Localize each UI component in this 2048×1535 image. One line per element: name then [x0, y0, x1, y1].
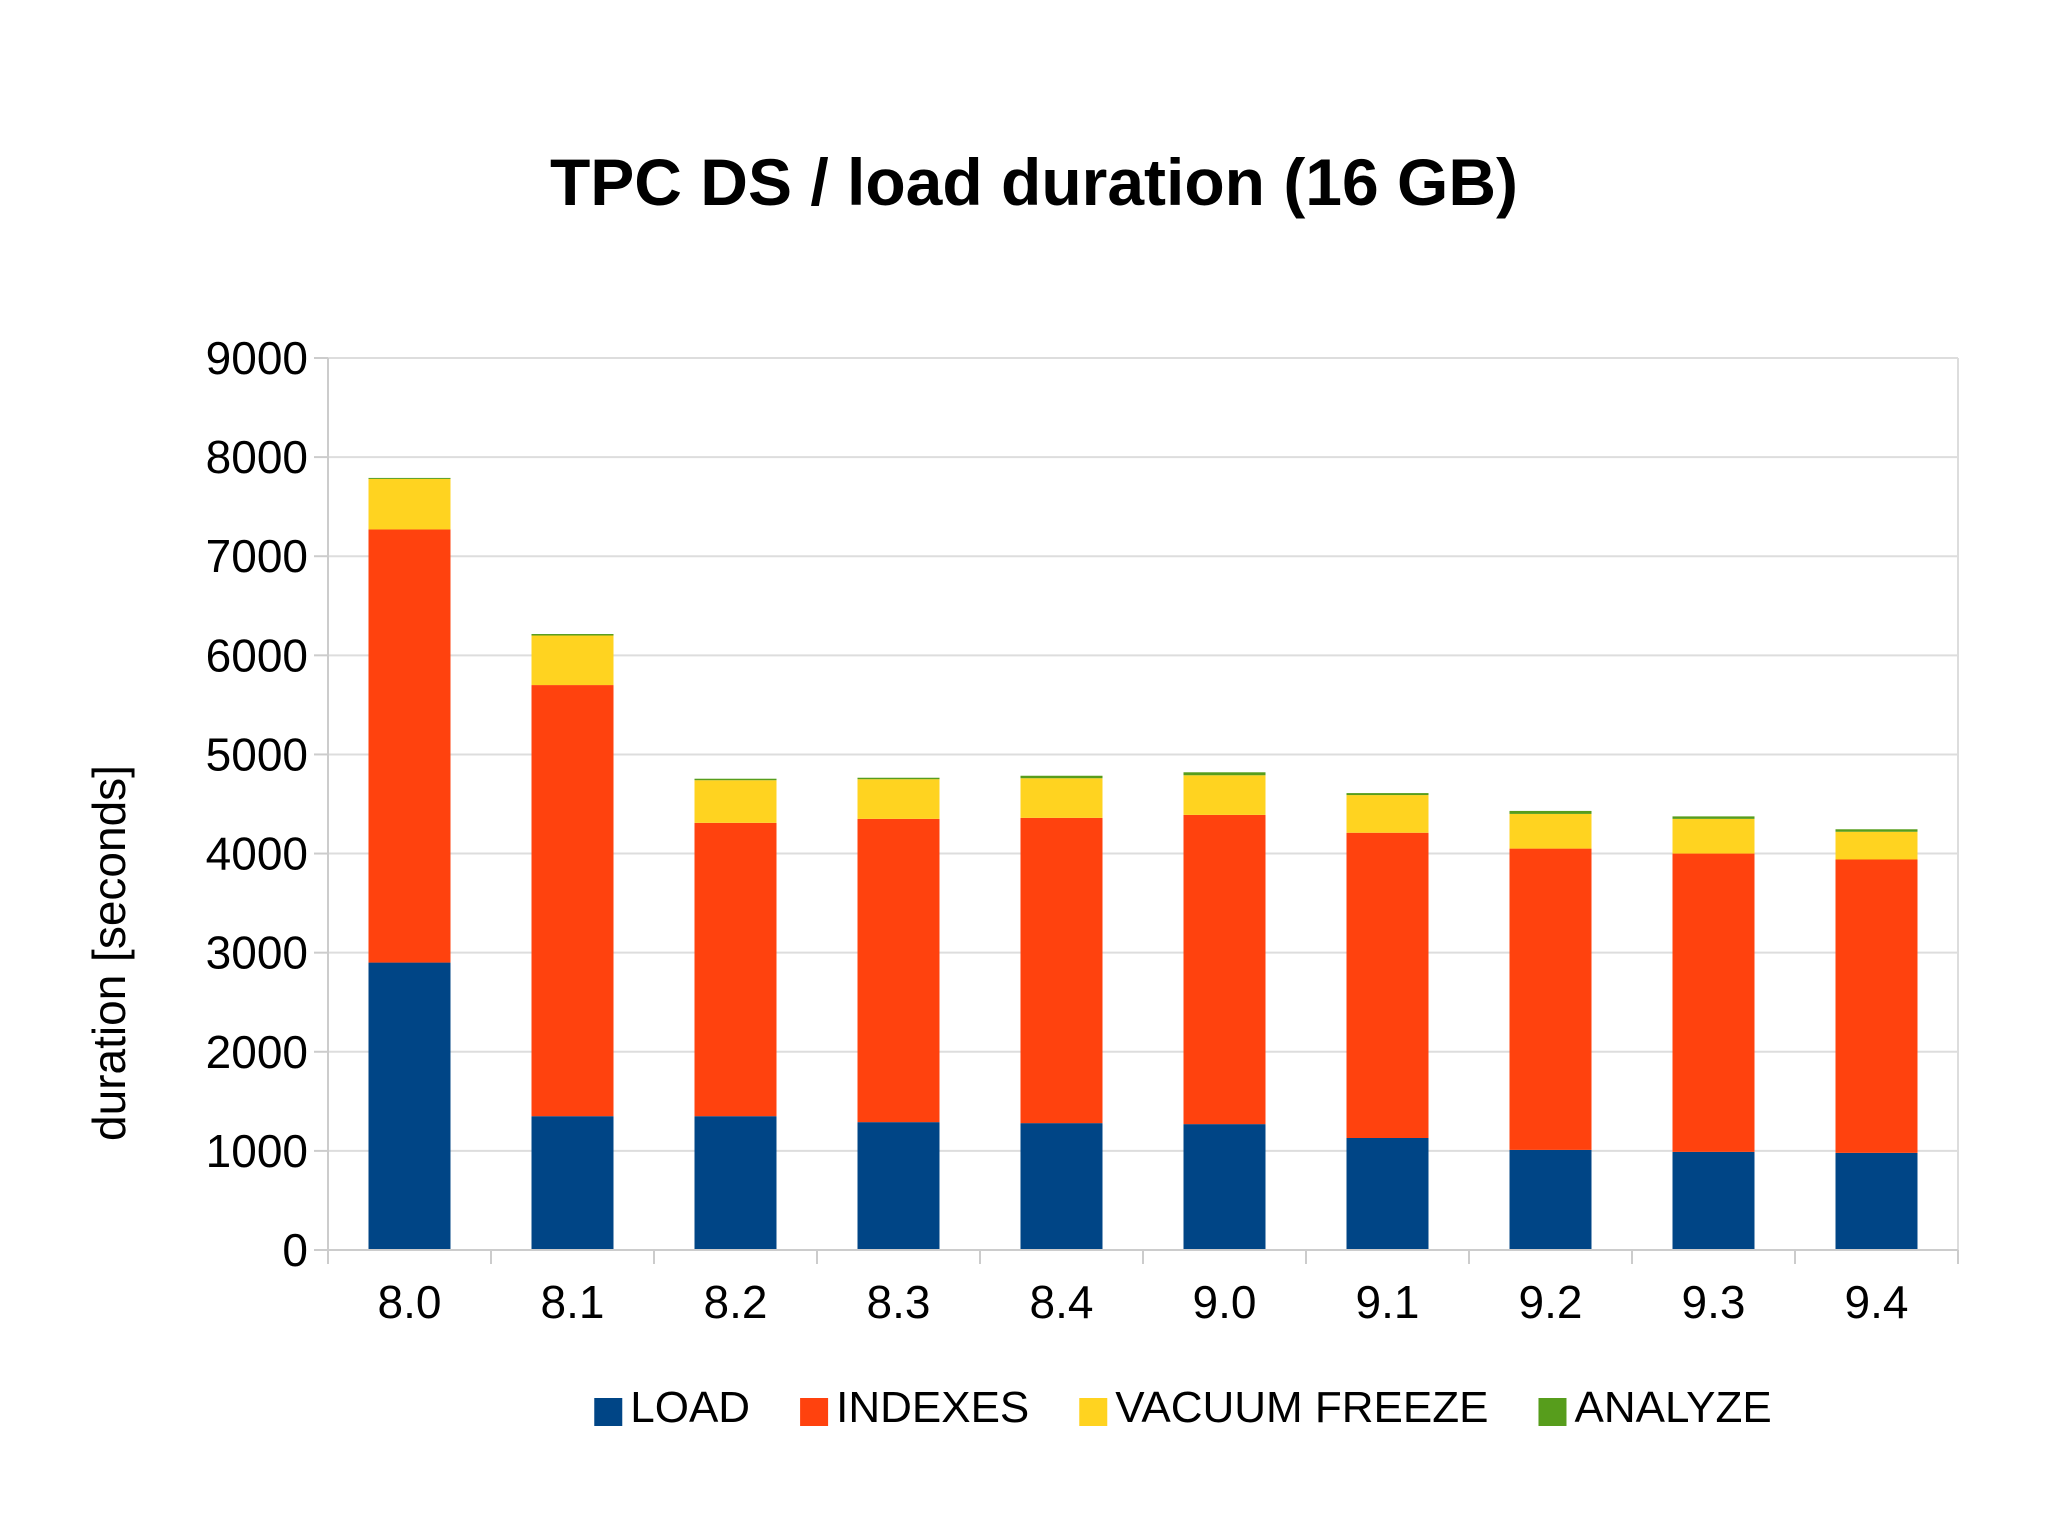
bar-segment-vacuum-freeze-8.0	[368, 478, 451, 530]
x-tick-label: 9.2	[1519, 1276, 1583, 1328]
bar-segment-vacuum-freeze-9.0	[1183, 775, 1266, 815]
x-tick-label: 9.4	[1845, 1276, 1909, 1328]
bar-segment-analyze-8.1	[531, 634, 614, 636]
bar-segment-load-8.4	[1020, 1123, 1103, 1250]
x-tick-label: 8.4	[1030, 1276, 1094, 1328]
bar-segment-load-9.4	[1835, 1152, 1918, 1250]
legend-swatch	[1079, 1398, 1108, 1426]
legend-item-vacuum-freeze: VACUUM FREEZE	[1079, 1383, 1488, 1432]
bar-segment-indexes-8.1	[531, 685, 614, 1117]
bar-segment-load-9.0	[1183, 1124, 1266, 1250]
bar-segment-indexes-9.2	[1509, 848, 1592, 1150]
bar-segment-indexes-9.1	[1346, 832, 1429, 1139]
bar-segment-analyze-8.3	[857, 777, 940, 780]
bar-segment-indexes-9.4	[1835, 859, 1918, 1153]
bar-segment-vacuum-freeze-8.3	[857, 779, 940, 819]
legend-label: ANALYZE	[1574, 1383, 1771, 1432]
x-tick-label: 8.1	[541, 1276, 605, 1328]
legend-swatch	[800, 1398, 829, 1426]
x-tick-label: 9.0	[1193, 1276, 1257, 1328]
bar-segment-load-8.1	[531, 1116, 614, 1250]
bar-segment-indexes-8.3	[857, 818, 940, 1123]
bar-segment-load-9.3	[1672, 1151, 1755, 1250]
y-tick-label: 6000	[206, 629, 308, 681]
bar-segment-analyze-9.2	[1509, 810, 1592, 814]
bar-segment-indexes-8.0	[368, 529, 451, 963]
legend-label: VACUUM FREEZE	[1115, 1383, 1488, 1432]
bar-segment-load-8.2	[694, 1116, 777, 1250]
bar-segment-analyze-8.4	[1020, 775, 1103, 779]
bar-segment-vacuum-freeze-9.2	[1509, 813, 1592, 849]
bar-segment-load-9.2	[1509, 1149, 1592, 1250]
bar-segment-vacuum-freeze-8.4	[1020, 778, 1103, 818]
y-tick-label: 3000	[206, 927, 308, 979]
legend: LOAD INDEXES VACUUM FREEZE ANALYZE	[594, 1383, 1772, 1432]
legend-item-load: LOAD	[594, 1383, 750, 1432]
bar-segment-analyze-9.3	[1672, 816, 1755, 819]
bar-segment-analyze-8.2	[694, 778, 777, 781]
bar-segment-vacuum-freeze-9.1	[1346, 795, 1429, 833]
y-tick-label: 7000	[206, 530, 308, 582]
y-tick-label: 2000	[206, 1026, 308, 1078]
bar-segment-load-8.3	[857, 1122, 940, 1250]
axis-layer: 0 1000 2000 3000 4000 5000 6000 7000 8000 9000 8.0…	[206, 332, 1959, 1328]
x-tick-label: 8.0	[378, 1276, 442, 1328]
bars-layer	[368, 477, 1918, 1250]
bar-segment-analyze-9.4	[1835, 829, 1918, 832]
y-tick-label: 8000	[206, 431, 308, 483]
bar-segment-vacuum-freeze-8.2	[694, 780, 777, 823]
legend-label: INDEXES	[836, 1383, 1029, 1432]
bar-segment-indexes-8.4	[1020, 817, 1103, 1124]
bar-segment-vacuum-freeze-9.3	[1672, 818, 1755, 854]
bar-segment-load-9.1	[1346, 1138, 1429, 1250]
chart-title: TPC DS / load duration (16 GB)	[550, 145, 1518, 219]
y-tick-label: 5000	[206, 728, 308, 780]
bar-segment-analyze-9.0	[1183, 772, 1266, 776]
legend-swatch	[594, 1398, 623, 1426]
bar-segment-vacuum-freeze-8.1	[531, 635, 614, 686]
bar-segment-indexes-9.3	[1672, 853, 1755, 1152]
legend-label: LOAD	[630, 1383, 750, 1432]
y-axis-title: duration [seconds]	[83, 765, 135, 1141]
bar-segment-analyze-9.1	[1346, 793, 1429, 796]
x-tick-label: 8.3	[867, 1276, 931, 1328]
legend-item-analyze: ANALYZE	[1538, 1383, 1772, 1432]
bar-segment-indexes-9.0	[1183, 814, 1266, 1125]
bar-segment-load-8.0	[368, 962, 451, 1250]
legend-swatch	[1538, 1398, 1567, 1426]
y-tick-label: 9000	[206, 332, 308, 384]
bar-segment-analyze-8.0	[368, 477, 451, 479]
x-tick-label: 9.3	[1682, 1276, 1746, 1328]
y-tick-label: 4000	[206, 828, 308, 880]
x-tick-label: 8.2	[704, 1276, 768, 1328]
bar-segment-vacuum-freeze-9.4	[1835, 831, 1918, 860]
bar-segment-indexes-8.2	[694, 822, 777, 1117]
legend-item-indexes: INDEXES	[800, 1383, 1029, 1432]
x-tick-label: 9.1	[1356, 1276, 1420, 1328]
y-tick-label: 0	[282, 1224, 308, 1276]
y-tick-label: 1000	[206, 1125, 308, 1177]
